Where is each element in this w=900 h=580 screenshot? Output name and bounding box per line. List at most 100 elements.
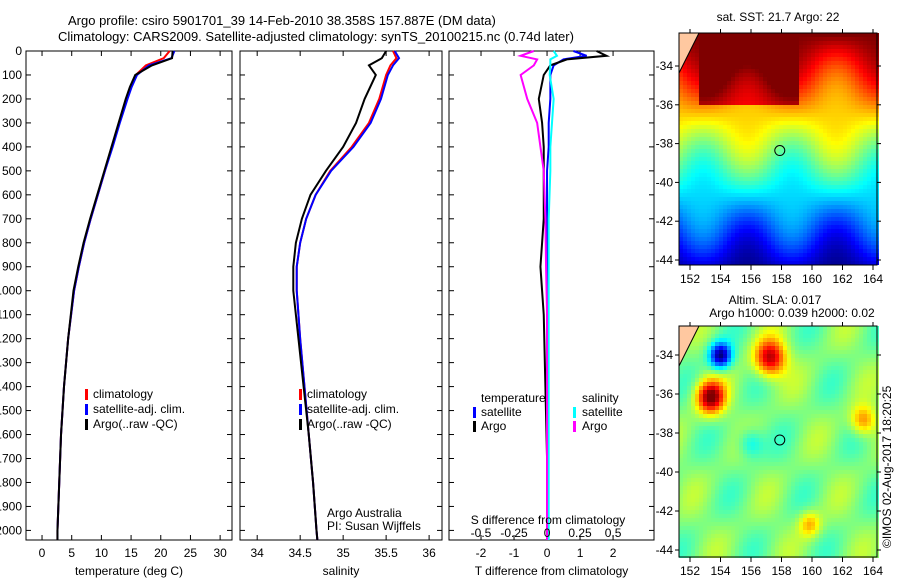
map-cell	[763, 205, 767, 209]
map-cell	[735, 89, 739, 93]
map-cell	[715, 522, 719, 526]
map-cell	[763, 85, 767, 89]
map-cell	[807, 117, 811, 121]
map-cell	[867, 257, 871, 261]
map-cell	[767, 458, 771, 462]
map-cell	[787, 257, 791, 261]
map-cell	[799, 438, 803, 442]
map-cell	[783, 81, 787, 85]
map-cell	[763, 165, 767, 169]
map-cell	[811, 141, 815, 145]
map-cell	[771, 342, 775, 346]
map-cell	[683, 141, 687, 145]
map-cell	[835, 185, 839, 189]
map-cell	[827, 245, 831, 249]
map-cell	[859, 173, 863, 177]
map-cell	[779, 61, 783, 65]
map-cell	[695, 378, 699, 382]
map-cell	[743, 173, 747, 177]
map-cell	[859, 85, 863, 89]
map-cell	[743, 506, 747, 510]
map-cell	[747, 402, 751, 406]
map-cell	[755, 241, 759, 245]
map-cell	[767, 145, 771, 149]
map-cell	[787, 245, 791, 249]
map-cell	[839, 125, 843, 129]
map-cell	[755, 33, 759, 37]
map-cell	[755, 225, 759, 229]
map-cell	[799, 161, 803, 165]
map-cell	[747, 342, 751, 346]
map-cell	[707, 410, 711, 414]
map-cell	[783, 37, 787, 41]
map-cell	[735, 430, 739, 434]
map-cell	[719, 233, 723, 237]
map-cell	[775, 257, 779, 261]
map-cell	[763, 229, 767, 233]
map-cell	[843, 65, 847, 69]
map-cell	[795, 514, 799, 518]
map-cell	[711, 129, 715, 133]
map-cell	[855, 41, 859, 45]
map-cell	[767, 502, 771, 506]
map-cell	[835, 73, 839, 77]
map-cell	[715, 165, 719, 169]
map-cell	[743, 161, 747, 165]
map-cell	[847, 101, 851, 105]
map-cell	[755, 334, 759, 338]
map-cell	[859, 93, 863, 97]
map-cell	[807, 97, 811, 101]
map-cell	[811, 217, 815, 221]
map-cell	[735, 225, 739, 229]
map-cell	[687, 514, 691, 518]
map-cell	[867, 77, 871, 81]
map-cell	[843, 137, 847, 141]
map-cell	[815, 181, 819, 185]
map-cell	[739, 65, 743, 69]
map-cell	[811, 233, 815, 237]
map-cell	[835, 93, 839, 97]
map-cell	[731, 53, 735, 57]
map-cell	[775, 45, 779, 49]
map-cell	[723, 386, 727, 390]
map-cell	[815, 257, 819, 261]
map-cell	[699, 193, 703, 197]
map-cell	[815, 33, 819, 37]
map-cell	[727, 494, 731, 498]
map-cell	[851, 149, 855, 153]
map-cell	[775, 37, 779, 41]
map-cell	[719, 237, 723, 241]
map-cell	[687, 149, 691, 153]
map-cell	[795, 157, 799, 161]
map-cell	[715, 426, 719, 430]
map-cell	[787, 418, 791, 422]
map-cell	[835, 249, 839, 253]
map-cell	[787, 498, 791, 502]
map-cell	[755, 398, 759, 402]
map-cell	[783, 169, 787, 173]
map-cell	[795, 217, 799, 221]
map-cell	[771, 538, 775, 542]
map-cell	[703, 530, 707, 534]
map-cell	[779, 498, 783, 502]
map-cell	[851, 77, 855, 81]
map-cell	[687, 233, 691, 237]
map-cell	[775, 229, 779, 233]
map-cell	[867, 205, 871, 209]
map-cell	[743, 201, 747, 205]
map-cell	[731, 85, 735, 89]
map-cell	[859, 125, 863, 129]
title-line1: Argo profile: csiro 5901701_39 14-Feb-20…	[68, 13, 496, 28]
map-cell	[791, 442, 795, 446]
map-cell	[863, 241, 867, 245]
map-cell	[767, 121, 771, 125]
map-cell	[711, 458, 715, 462]
map-cell	[691, 394, 695, 398]
map-cell	[715, 454, 719, 458]
map-cell	[831, 177, 835, 181]
map-cell	[771, 438, 775, 442]
map-cell	[819, 33, 823, 37]
map-cell	[679, 149, 683, 153]
map-cell	[767, 470, 771, 474]
x-tick-label: -1	[509, 546, 520, 560]
